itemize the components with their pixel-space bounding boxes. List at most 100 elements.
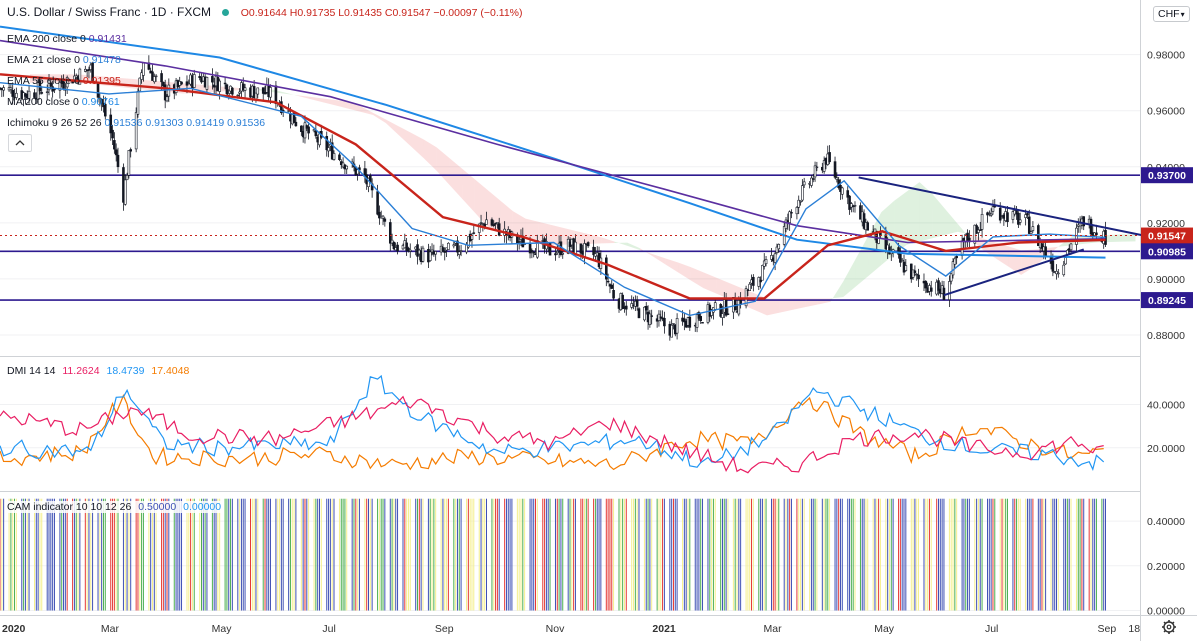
price-tick-label: 0.88000 xyxy=(1147,330,1185,342)
candle-body xyxy=(748,283,752,291)
candle-body xyxy=(853,205,857,207)
candle-body xyxy=(810,177,813,186)
candle-body xyxy=(624,305,628,310)
candle-body xyxy=(243,87,247,91)
cloud-segment xyxy=(462,168,475,213)
candle-body xyxy=(517,241,521,243)
candle-body xyxy=(198,76,201,79)
study-row[interactable]: EMA 55 close 0 0.91395 xyxy=(7,71,265,92)
candle-body xyxy=(977,229,980,233)
triangle-trendline[interactable] xyxy=(858,176,1144,237)
candle-body xyxy=(114,149,118,156)
candle-body xyxy=(325,135,329,151)
candle-body xyxy=(915,273,919,276)
candle-body xyxy=(280,101,283,114)
study-row[interactable]: MA 200 close 0 0.90761 xyxy=(7,92,265,113)
gear-tooth xyxy=(1163,621,1167,625)
candle-body xyxy=(1057,272,1060,275)
candle-body xyxy=(1027,216,1031,234)
study-name: MA 200 close 0 xyxy=(7,96,79,108)
level-tag-3-bg xyxy=(1141,292,1193,309)
candle-body xyxy=(951,261,955,276)
dmi-tick-label: 20.0000 xyxy=(1147,443,1185,455)
cloud-segment xyxy=(512,211,526,240)
candle-body xyxy=(752,276,755,286)
cloud-segment xyxy=(716,277,729,300)
candle-body xyxy=(610,284,614,289)
candle-body xyxy=(683,318,686,323)
cloud-segment xyxy=(373,112,386,124)
candle-body xyxy=(123,179,127,205)
candle-body xyxy=(561,252,565,255)
candle-body xyxy=(612,290,615,299)
cloud-segment xyxy=(1122,234,1136,242)
candle-body xyxy=(62,81,65,89)
cloud-segment xyxy=(474,179,488,227)
currency-button[interactable]: CHF▾ xyxy=(1153,6,1190,22)
level-tag-2-bg xyxy=(1141,243,1193,260)
symbol-title[interactable]: U.S. Dollar / Swiss Franc · 1D · FXCM xyxy=(7,5,212,19)
candle-body xyxy=(586,242,590,247)
candle-body xyxy=(274,85,278,104)
cloud-segment xyxy=(1008,246,1022,275)
trendlines[interactable] xyxy=(858,176,1144,297)
candle-body xyxy=(138,77,142,92)
candle-body xyxy=(58,81,62,91)
cloud-segment xyxy=(334,100,348,109)
candle-body xyxy=(978,229,982,231)
gear-hub xyxy=(1166,624,1172,630)
candle-body xyxy=(192,74,196,88)
cam-legend[interactable]: CAM indicator 10 10 12 26 0.50000 0.0000… xyxy=(7,501,222,513)
candle-body xyxy=(528,242,532,254)
time-tick-label: 2020 xyxy=(2,623,26,635)
candle-body xyxy=(835,177,839,180)
triangle-trendline[interactable] xyxy=(943,248,1085,297)
candle-body xyxy=(1082,216,1086,227)
time-axis[interactable]: 2020 Mar May Jul Sep Nov 2021 Mar May Jul Sep 18 xyxy=(2,620,1176,635)
study-value: 0.90761 xyxy=(81,96,120,108)
study-row[interactable]: Ichimoku 9 26 52 26 0.91536 0.91303 0.91… xyxy=(7,113,265,134)
price-tick-label: 0.92000 xyxy=(1147,218,1185,230)
candle-body xyxy=(231,87,234,95)
collapse-legend-button[interactable] xyxy=(8,134,32,152)
cloud-segment xyxy=(385,119,399,135)
candle-body xyxy=(773,253,777,263)
ema55-line xyxy=(0,73,1106,300)
cloud-segment xyxy=(1033,248,1047,268)
candle-body xyxy=(605,257,608,280)
candle-body xyxy=(116,154,120,168)
candle-body xyxy=(988,212,991,215)
candle-body xyxy=(1089,218,1093,235)
cloud-segment xyxy=(322,98,335,106)
candle-body xyxy=(659,316,663,319)
candle-body xyxy=(481,223,485,225)
ema21-line xyxy=(0,82,1106,317)
candle-body xyxy=(675,318,679,334)
candle-body xyxy=(98,97,102,100)
candle-body xyxy=(1051,260,1055,272)
candle-body xyxy=(530,250,534,252)
gear-icon[interactable] xyxy=(1162,620,1176,634)
candle-body xyxy=(1040,243,1044,249)
candle-body xyxy=(815,166,819,169)
cam-title: CAM indicator 10 10 12 26 xyxy=(7,501,132,513)
candle-body xyxy=(383,218,387,222)
candle-body xyxy=(688,316,692,328)
study-row[interactable]: EMA 200 close 0 0.91431 xyxy=(7,29,265,50)
level-tag-3: 0.89245 xyxy=(1148,295,1186,307)
candle-body xyxy=(238,91,241,94)
study-row[interactable]: EMA 21 close 0 0.91478 xyxy=(7,50,265,71)
candle-body xyxy=(955,256,958,259)
candle-body xyxy=(269,87,272,98)
dmi-title: DMI 14 14 xyxy=(7,365,56,377)
candle-body xyxy=(129,149,133,152)
candle-body xyxy=(225,84,229,94)
candle-body xyxy=(312,129,316,132)
cloud-segment xyxy=(639,248,653,257)
time-tick-label: Sep xyxy=(1098,623,1117,635)
dmi-legend[interactable]: DMI 14 14 11.2624 18.4739 17.4048 xyxy=(7,365,189,377)
price-axis[interactable]: 0.980000.960000.940000.920000.900000.880… xyxy=(1147,50,1185,618)
candle-body xyxy=(434,251,437,255)
candle-body xyxy=(713,302,717,310)
